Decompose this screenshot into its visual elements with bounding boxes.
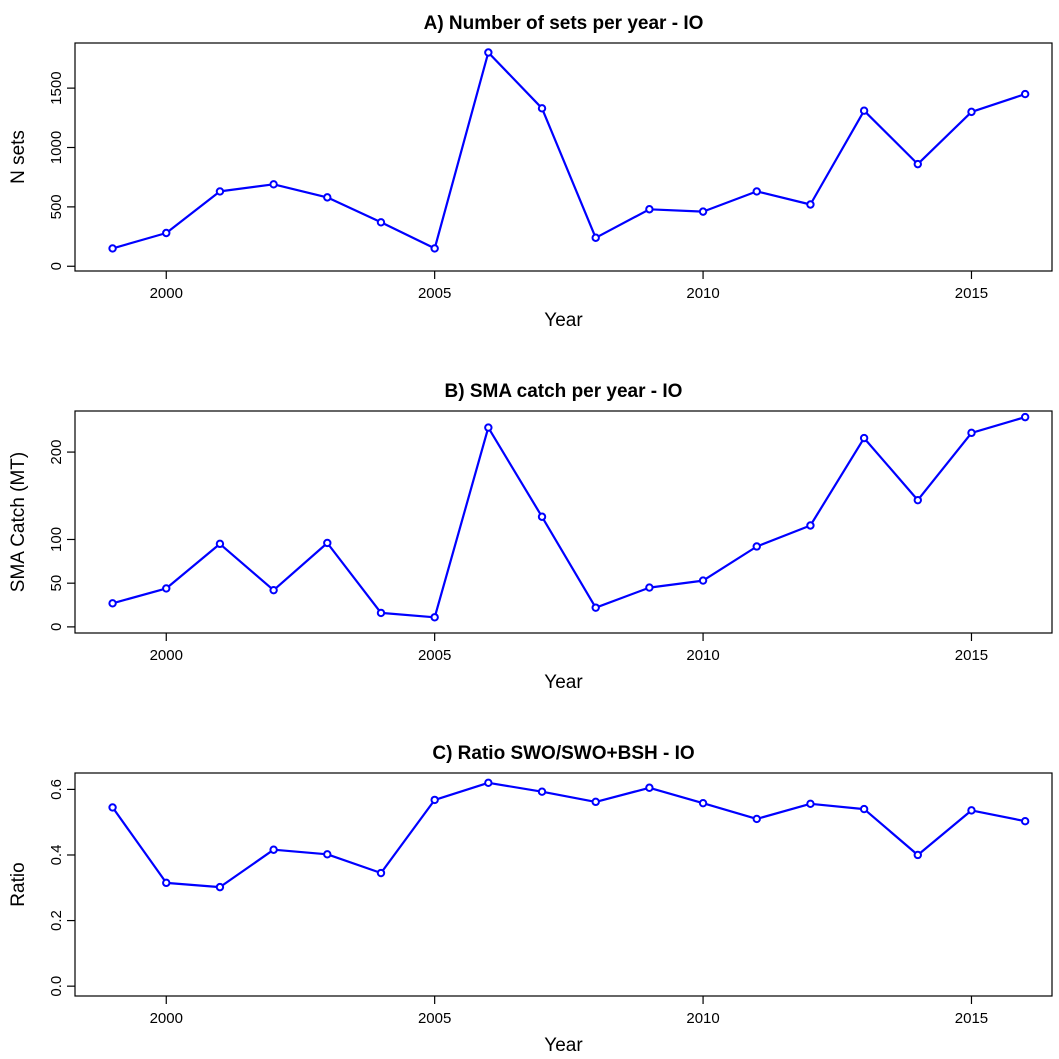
data-point — [430, 795, 439, 805]
data-point — [967, 107, 976, 117]
data-point — [537, 104, 547, 113]
data-point — [430, 244, 439, 253]
x-tick-label: 2010 — [686, 1010, 719, 1027]
data-point — [269, 585, 278, 595]
data-point — [591, 797, 600, 807]
data-point — [806, 799, 815, 809]
data-point — [484, 778, 493, 788]
data-point — [1020, 89, 1030, 99]
data-point — [806, 521, 815, 530]
data-point — [537, 787, 547, 796]
data-point — [162, 584, 171, 593]
data-point — [108, 244, 117, 253]
data-point — [108, 803, 117, 812]
y-axis-label: SMA Catch (MT) — [8, 452, 29, 592]
data-point — [323, 538, 332, 548]
data-point — [913, 159, 922, 169]
y-tick-label: 0.4 — [48, 845, 65, 866]
data-point — [269, 180, 278, 189]
data-point — [430, 613, 439, 622]
data-point — [645, 583, 654, 592]
data-point — [108, 599, 117, 608]
data-point — [752, 814, 761, 824]
data-point — [1020, 817, 1030, 826]
series-line — [112, 416, 1026, 619]
data-point — [1020, 412, 1030, 422]
y-tick-label: 0.2 — [48, 910, 65, 931]
data-point — [859, 106, 869, 115]
data-point — [698, 798, 708, 808]
data-point — [323, 850, 332, 859]
data-point — [752, 187, 761, 196]
y-axis-label: Ratio — [8, 862, 29, 906]
data-point — [806, 200, 815, 209]
data-point — [752, 542, 761, 551]
x-tick-label: 2015 — [955, 647, 988, 664]
data-point — [215, 539, 225, 549]
data-point — [376, 868, 386, 878]
chart-panel-0: A) Number of sets per year - IO 2000 2005 2… — [8, 13, 1053, 331]
plot-frame — [74, 772, 1053, 997]
x-tick-label: 2000 — [150, 285, 183, 302]
data-point — [591, 233, 600, 242]
x-tick-label: 2010 — [686, 647, 719, 664]
series-line — [111, 781, 1026, 889]
y-tick-label: 100 — [48, 527, 65, 552]
data-point — [376, 218, 386, 227]
y-tick-label: 50 — [48, 575, 65, 592]
chart-title: C) Ratio SWO/SWO+BSH - IO — [432, 743, 694, 764]
data-point — [269, 845, 278, 854]
data-point — [162, 878, 171, 888]
chart-title: A) Number of sets per year - IO — [424, 13, 704, 34]
y-tick-label: 0 — [48, 623, 65, 631]
x-tick-label: 2005 — [418, 647, 451, 664]
data-point — [645, 783, 654, 792]
y-tick-label: 1000 — [48, 131, 65, 164]
x-tick-label: 2000 — [150, 1010, 183, 1027]
x-tick-label: 2005 — [418, 285, 451, 302]
data-point — [376, 608, 386, 618]
data-point — [215, 882, 225, 892]
data-point — [323, 193, 332, 202]
data-point — [859, 433, 869, 443]
data-point — [537, 512, 547, 521]
data-point — [859, 804, 869, 814]
data-point — [162, 228, 171, 238]
plot-frame — [74, 410, 1053, 634]
y-tick-label: 500 — [48, 194, 65, 219]
data-point — [484, 423, 493, 432]
x-tick-label: 2010 — [686, 285, 719, 302]
x-axis-label: Year — [544, 672, 583, 693]
y-tick-label: 0 — [48, 262, 65, 270]
y-tick-label: 0.6 — [48, 779, 65, 800]
plot-frame — [74, 42, 1053, 272]
x-axis-label: Year — [544, 1035, 583, 1056]
y-tick-label: 1500 — [48, 71, 65, 104]
x-tick-label: 2015 — [955, 1010, 988, 1027]
data-point — [215, 187, 225, 196]
y-tick-label: 200 — [48, 440, 65, 465]
data-point — [913, 495, 922, 505]
data-point — [591, 603, 600, 612]
x-tick-label: 2015 — [955, 285, 988, 302]
x-tick-label: 2005 — [418, 1010, 451, 1027]
data-point — [967, 428, 976, 438]
y-axis-label: N sets — [8, 130, 29, 184]
chart-panel-2: C) Ratio SWO/SWO+BSH - IO 2000 2005 2010 201… — [8, 743, 1053, 1056]
data-point — [645, 205, 654, 214]
y-tick-label: 0.0 — [48, 976, 65, 997]
data-point — [698, 207, 708, 216]
series-line — [112, 51, 1026, 250]
data-point — [913, 850, 922, 860]
x-axis-label: Year — [544, 310, 583, 331]
chart-title: B) SMA catch per year - IO — [445, 381, 683, 402]
data-point — [698, 576, 708, 585]
data-point — [484, 48, 493, 57]
data-point — [967, 806, 976, 815]
x-tick-label: 2000 — [150, 647, 183, 664]
